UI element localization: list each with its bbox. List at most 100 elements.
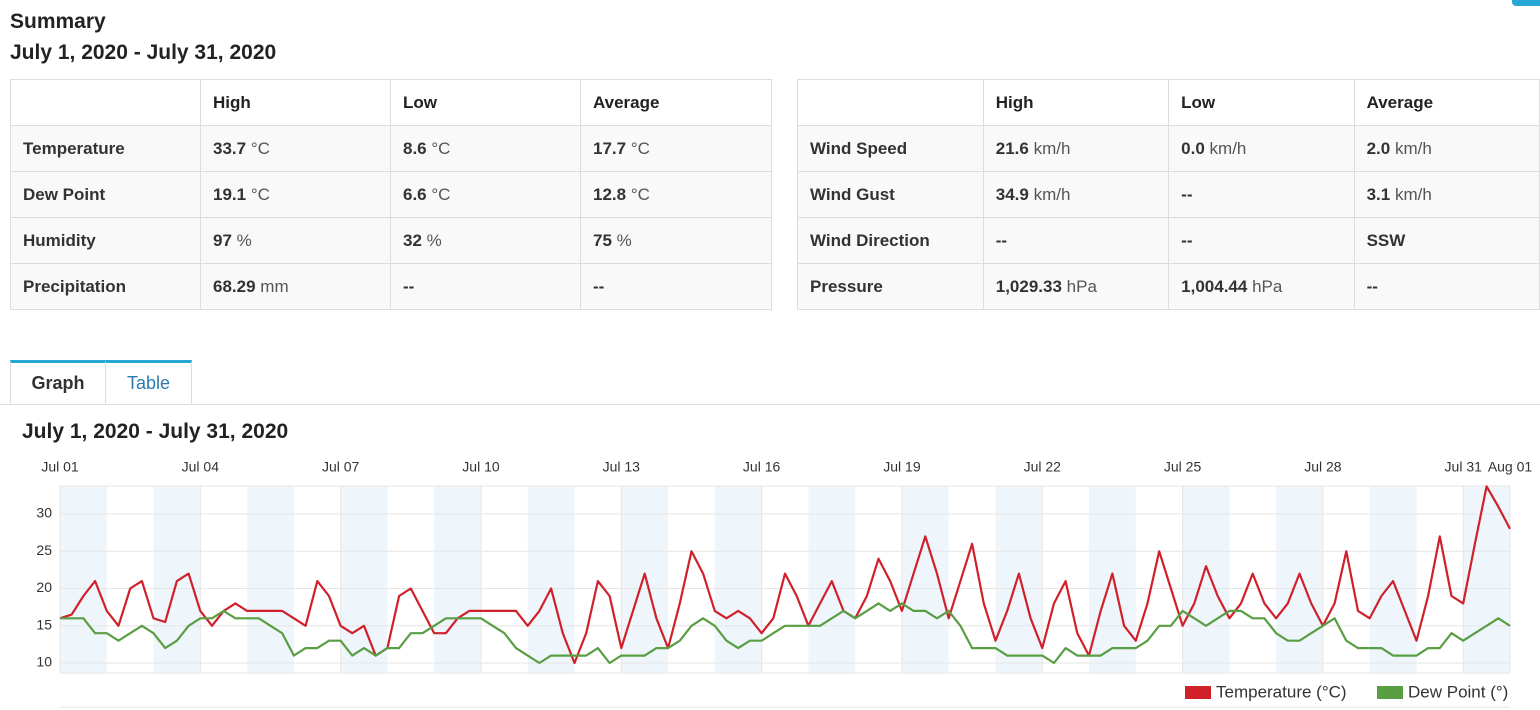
day-shade [1369,486,1417,673]
value: SSW [1366,230,1406,250]
unit: °C [630,138,650,158]
value-cell: -- [1353,263,1540,310]
table-row: Temperature 33.7 °C 8.6 °C 17.7 °C [10,125,772,172]
unit: °C [431,138,451,158]
day-shade [621,486,669,673]
header-cell: Average [580,79,772,126]
x-tick-label: Jul 22 [1024,459,1062,475]
day-shade [1089,486,1136,673]
value-cell: 0.0 km/h [1168,125,1355,172]
row-label: Wind Speed [797,125,984,172]
value: 97 [213,230,232,250]
legend-label: Temperature (°C) [1216,682,1347,701]
table-head: High Low Average [797,79,1540,126]
value: 1,004.44 [1181,276,1248,296]
day-shade [1276,486,1323,673]
value-cell: 6.6 °C [390,171,581,218]
table-row: Wind Gust 34.9 km/h -- 3.1 km/h [797,171,1540,218]
value: -- [1181,230,1193,250]
row-label: Pressure [797,263,984,310]
row-label: Wind Gust [797,171,984,218]
value: 21.6 [995,138,1029,158]
day-shade [901,486,949,673]
x-tick-label: Jul 16 [743,459,781,475]
value-cell: 12.8 °C [580,171,772,218]
value-cell: -- [390,263,581,310]
day-shade [714,486,762,673]
x-tick-label: Jul 01 [41,459,79,475]
row-label: Dew Point [10,171,201,218]
table-row: Dew Point 19.1 °C 6.6 °C 12.8 °C [10,171,772,218]
value-cell: 32 % [390,217,581,264]
corner-button[interactable] [1512,0,1540,6]
value-cell: 2.0 km/h [1353,125,1540,172]
value: 32 [403,230,422,250]
unit: km/h [1394,138,1432,158]
chart: 10 15 20 25 30 Jul 01 Jul 04 Jul 07 Jul 10 Jul 13… [36,459,1532,708]
unit: km/h [1033,138,1071,158]
unit: mm [260,276,289,296]
unit: % [616,230,632,250]
value: 2.0 [1366,138,1391,158]
tab-divider [0,404,1540,405]
value: 6.6 [403,184,427,204]
legend-label: Dew Point (°) [1408,682,1508,701]
unit: °C [250,184,270,204]
unit: °C [431,184,451,204]
table-row: Pressure 1,029.33 hPa 1,004.44 hPa -- [797,263,1540,310]
value: 33.7 [213,138,247,158]
value: 12.8 [593,184,627,204]
value: -- [995,230,1008,250]
table-row: Precipitation 68.29 mm -- -- [10,263,772,310]
value: 75 [593,230,612,250]
value: 34.9 [995,184,1029,204]
value-cell: 1,004.44 hPa [1168,263,1355,310]
header-cell: High [982,79,1170,126]
value: -- [593,276,605,296]
table-row: Wind Direction -- -- SSW [797,217,1540,264]
header-cell: Low [390,79,581,126]
value-cell: 21.6 km/h [982,125,1170,172]
x-tick-label: Jul 13 [603,459,641,475]
tab[interactable]: Table [106,360,192,404]
value-cell: 68.29 mm [200,263,391,310]
unit: km/h [1033,184,1071,204]
value-cell: 75 % [580,217,772,264]
tab[interactable]: Graph [10,360,106,404]
x-tick-label: Jul 31 [1445,459,1483,475]
row-label: Humidity [10,217,201,264]
y-tick-label: 15 [36,616,52,632]
x-tick-label: Jul 19 [883,459,921,475]
y-tick-label: 10 [36,654,52,670]
value: -- [1366,276,1378,296]
value: 0.0 [1181,138,1205,158]
y-tick-label: 20 [36,579,52,595]
header-row: High Low Average [797,79,1540,126]
value-cell: -- [982,217,1170,264]
summary-range: July 1, 2020 - July 31, 2020 [10,41,277,64]
value-cell: SSW [1353,217,1540,264]
x-tick-label: Jul 28 [1304,459,1342,475]
day-shade [434,486,481,673]
y-tick-label: 25 [36,542,52,558]
value-cell: 1,029.33 hPa [982,263,1170,310]
x-tick-label: Jul 04 [182,459,220,475]
value-cell: 19.1 °C [200,171,391,218]
value: 3.1 [1366,184,1391,204]
unit: % [426,230,442,250]
table-body: Wind Speed 21.6 km/h 0.0 km/h 2.0 km/h Wind … [797,125,1540,310]
value: 19.1 [213,184,247,204]
value-cell: 34.9 km/h [982,171,1170,218]
header-cell: Low [1168,79,1355,126]
header-cell [10,79,201,126]
legend-swatch [1185,686,1211,699]
day-shade [995,486,1043,673]
header-cell: Average [1353,79,1540,126]
table-row: Wind Speed 21.6 km/h 0.0 km/h 2.0 km/h [797,125,1540,172]
day-shade [340,486,388,673]
header-cell: High [200,79,391,126]
day-shade [1463,486,1510,673]
table-body: Temperature 33.7 °C 8.6 °C 17.7 °C Dew Point… [10,125,772,310]
day-shade [1182,486,1230,673]
